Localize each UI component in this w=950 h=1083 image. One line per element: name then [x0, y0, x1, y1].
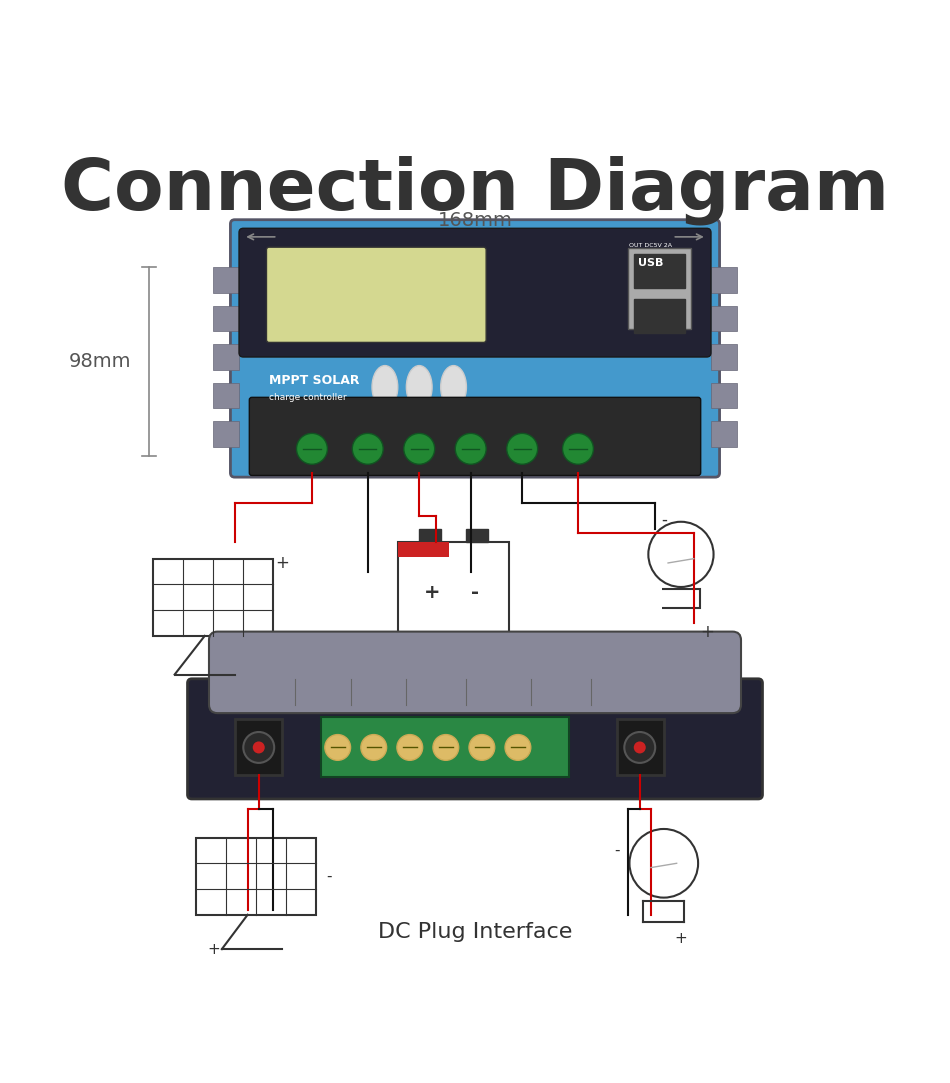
FancyBboxPatch shape [187, 679, 763, 799]
Bar [617, 719, 664, 775]
Bar [153, 559, 274, 636]
Circle shape [352, 433, 383, 465]
Circle shape [243, 732, 275, 762]
Bar [213, 266, 239, 292]
Text: Connection Diagram: Connection Diagram [61, 155, 889, 225]
Bar [213, 305, 239, 331]
Ellipse shape [407, 366, 432, 408]
FancyBboxPatch shape [267, 247, 486, 342]
Circle shape [397, 734, 423, 760]
Text: +: + [275, 553, 289, 572]
Bar [398, 542, 449, 557]
Circle shape [325, 734, 351, 760]
Circle shape [433, 734, 459, 760]
FancyBboxPatch shape [249, 397, 701, 475]
Bar [320, 717, 569, 778]
Bar [213, 382, 239, 408]
Circle shape [469, 734, 495, 760]
Text: +: + [207, 941, 219, 956]
Circle shape [634, 742, 646, 754]
Bar [213, 421, 239, 447]
Text: -: - [614, 843, 619, 858]
Bar [213, 344, 239, 370]
Text: USB: USB [638, 258, 664, 268]
FancyBboxPatch shape [628, 248, 692, 328]
Bar [398, 542, 509, 636]
Text: MPPT SOLAR: MPPT SOLAR [269, 374, 359, 387]
Circle shape [624, 732, 655, 762]
Bar [634, 299, 685, 332]
Bar [634, 255, 685, 288]
FancyBboxPatch shape [231, 220, 719, 478]
Text: charge controller: charge controller [269, 393, 347, 402]
FancyBboxPatch shape [209, 631, 741, 713]
FancyBboxPatch shape [239, 229, 711, 357]
Circle shape [505, 734, 531, 760]
Circle shape [296, 433, 328, 465]
Bar [235, 719, 282, 775]
Ellipse shape [441, 366, 466, 408]
Circle shape [253, 742, 265, 754]
Text: OUT DC5V 2A: OUT DC5V 2A [630, 243, 673, 248]
Bar [196, 837, 316, 915]
Text: -: - [471, 584, 479, 602]
Bar [711, 266, 737, 292]
Text: +: + [700, 623, 713, 641]
Circle shape [562, 433, 594, 465]
Text: 168mm: 168mm [438, 211, 512, 230]
Circle shape [361, 734, 387, 760]
Ellipse shape [372, 366, 398, 408]
Bar [419, 529, 441, 542]
Text: DC Plug Interface: DC Plug Interface [378, 922, 572, 942]
Text: +: + [424, 584, 441, 602]
Text: 98mm: 98mm [69, 352, 132, 370]
Bar [711, 382, 737, 408]
Circle shape [455, 433, 486, 465]
Circle shape [404, 433, 435, 465]
Text: -: - [327, 869, 332, 884]
Bar [466, 529, 488, 542]
Text: -: - [661, 511, 667, 530]
Circle shape [506, 433, 538, 465]
Text: +: + [674, 931, 688, 947]
Circle shape [648, 522, 713, 587]
Bar [711, 421, 737, 447]
Circle shape [630, 828, 698, 898]
Bar [711, 344, 737, 370]
Bar [711, 305, 737, 331]
